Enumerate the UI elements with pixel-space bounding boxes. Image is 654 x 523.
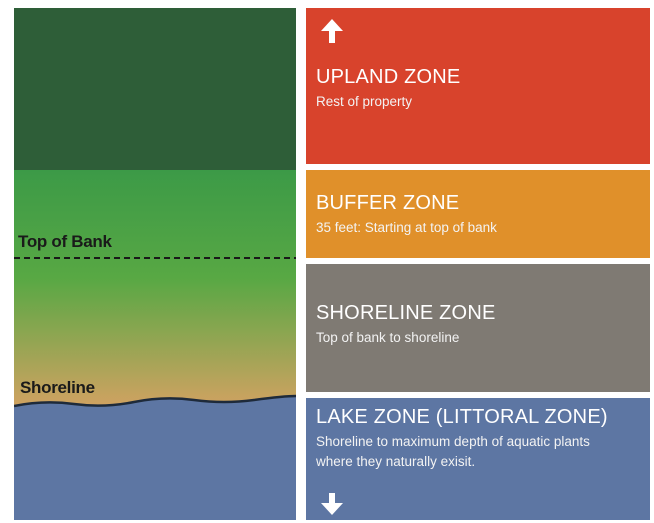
upland-ground [14, 8, 296, 170]
shoreline-label: Shoreline [20, 378, 95, 397]
shoreline-line [14, 394, 296, 408]
upland-zone-desc: Rest of property [316, 94, 413, 109]
buffer-zone-box: BUFFER ZONE 35 feet: Starting at top of … [306, 170, 650, 258]
top-of-bank-label: Top of Bank [18, 232, 112, 251]
shoreline-zone-desc: Top of bank to shoreline [316, 330, 460, 345]
lake-zone-title: LAKE ZONE (LITTORAL ZONE) [316, 406, 608, 428]
upland-zone-title: UPLAND ZONE [316, 66, 461, 88]
shoreline-zone-title: SHORELINE ZONE [316, 302, 496, 324]
arrow-up-icon [321, 19, 343, 43]
cross-section-graphic [14, 8, 296, 520]
water [14, 396, 296, 520]
buffer-zone-title: BUFFER ZONE [316, 192, 460, 214]
lake-zone-desc: Shoreline to maximum depth of aquatic pl… [316, 434, 590, 469]
buffer-zone-desc: 35 feet: Starting at top of bank [316, 220, 497, 235]
bank-ground [14, 170, 296, 410]
upland-zone-box: UPLAND ZONE Rest of property [306, 8, 650, 164]
cross-section-illustration: Top of Bank Shoreline [14, 8, 296, 520]
lake-zone-box: LAKE ZONE (LITTORAL ZONE) Shoreline to m… [306, 398, 650, 520]
arrow-down-icon [321, 493, 343, 515]
shoreline-zone-box: SHORELINE ZONE Top of bank to shoreline [306, 264, 650, 392]
